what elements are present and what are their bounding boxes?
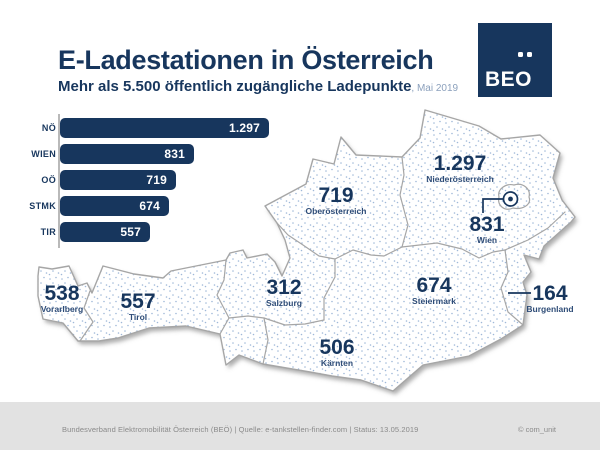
bar: 1.297 — [60, 118, 269, 138]
region-value: 674 — [416, 274, 452, 297]
bar-value: 674 — [139, 199, 160, 213]
region-value: 831 — [469, 213, 505, 236]
region-value: 506 — [319, 336, 355, 359]
subtitle-date: , Mai 2019 — [411, 83, 459, 95]
bar: 674 — [60, 196, 169, 216]
bar-row-noe: NÖ 1.297 — [4, 118, 269, 138]
bar-value: 557 — [120, 225, 141, 239]
region-value: 312 — [266, 276, 302, 299]
region-name: Salzburg — [266, 298, 302, 309]
bar-row-tir: TIR 557 — [4, 222, 269, 242]
footer-copyright: © com_unit — [517, 425, 556, 434]
bar: 557 — [60, 222, 150, 242]
map-region-steiermark: 674 Steiermark — [412, 275, 456, 307]
map-region-kaernten: 506 Kärnten — [319, 337, 354, 369]
bar-value: 1.297 — [228, 121, 260, 135]
region-name: Wien — [476, 235, 498, 246]
bar-label: TIR — [40, 227, 56, 237]
bar-label: STMK — [29, 201, 56, 211]
region-name: Oberösterreich — [305, 206, 367, 217]
wien-callout — [482, 191, 519, 213]
region-name: Burgenland — [526, 304, 574, 315]
region-name: Steiermark — [412, 296, 456, 307]
state-borders — [79, 156, 566, 365]
page-title: E-Ladestationen in Österreich — [58, 45, 434, 75]
map-region-vorarlberg: 538 Vorarlberg — [41, 283, 83, 315]
bar-chart: NÖ 1.297 WIEN 831 OÖ 719 STMK 674 TIR 55… — [4, 118, 269, 242]
region-value: 557 — [120, 290, 156, 313]
footer-source-text: Bundesverband Elektromobilität Österreic… — [62, 425, 419, 434]
austria-outline — [37, 109, 576, 392]
region-value: 719 — [318, 184, 354, 207]
logo-letters: BEO — [485, 68, 533, 91]
map-region-niederoesterreich: 1.297 Niederösterreich — [426, 153, 494, 185]
bar: 831 — [60, 144, 194, 164]
region-value: 538 — [44, 282, 80, 305]
bar-row-stmk: STMK 674 — [4, 196, 269, 216]
map-region-burgenland: 164 Burgenland — [526, 283, 573, 315]
bar-label: OÖ — [41, 175, 56, 185]
region-value: 1.297 — [433, 152, 487, 175]
beo-logo: BEO — [478, 23, 552, 97]
chart-axis — [58, 114, 60, 248]
bar-label: WIEN — [31, 149, 56, 159]
header: E-Ladestationen in Österreich Mehr als 5… — [58, 45, 458, 95]
bar: 719 — [60, 170, 176, 190]
umlaut-dots-icon — [518, 52, 532, 57]
region-value: 164 — [532, 282, 568, 305]
map-region-oberoesterreich: 719 Oberösterreich — [306, 185, 367, 217]
region-name: Tirol — [128, 312, 148, 323]
bar-value: 831 — [164, 147, 185, 161]
page-subtitle: Mehr als 5.500 öffentlich zugängliche La… — [58, 79, 458, 94]
map-region-tirol: 557 Tirol — [120, 291, 155, 323]
map-region-salzburg: 312 Salzburg — [266, 277, 302, 309]
region-name: Vorarlberg — [40, 304, 84, 315]
map-region-wien: 831 Wien — [469, 214, 504, 246]
region-name: Niederösterreich — [426, 174, 494, 185]
bar-row-wien: WIEN 831 — [4, 144, 269, 164]
bar-value: 719 — [146, 173, 167, 187]
subtitle-text: Mehr als 5.500 öffentlich zugängliche La… — [58, 78, 412, 96]
bar-row-ooe: OÖ 719 — [4, 170, 269, 190]
footer-bar: Bundesverband Elektromobilität Österreic… — [0, 402, 600, 450]
wien-border — [498, 183, 531, 210]
region-name: Kärnten — [320, 358, 354, 369]
bar-label: NÖ — [41, 123, 56, 133]
